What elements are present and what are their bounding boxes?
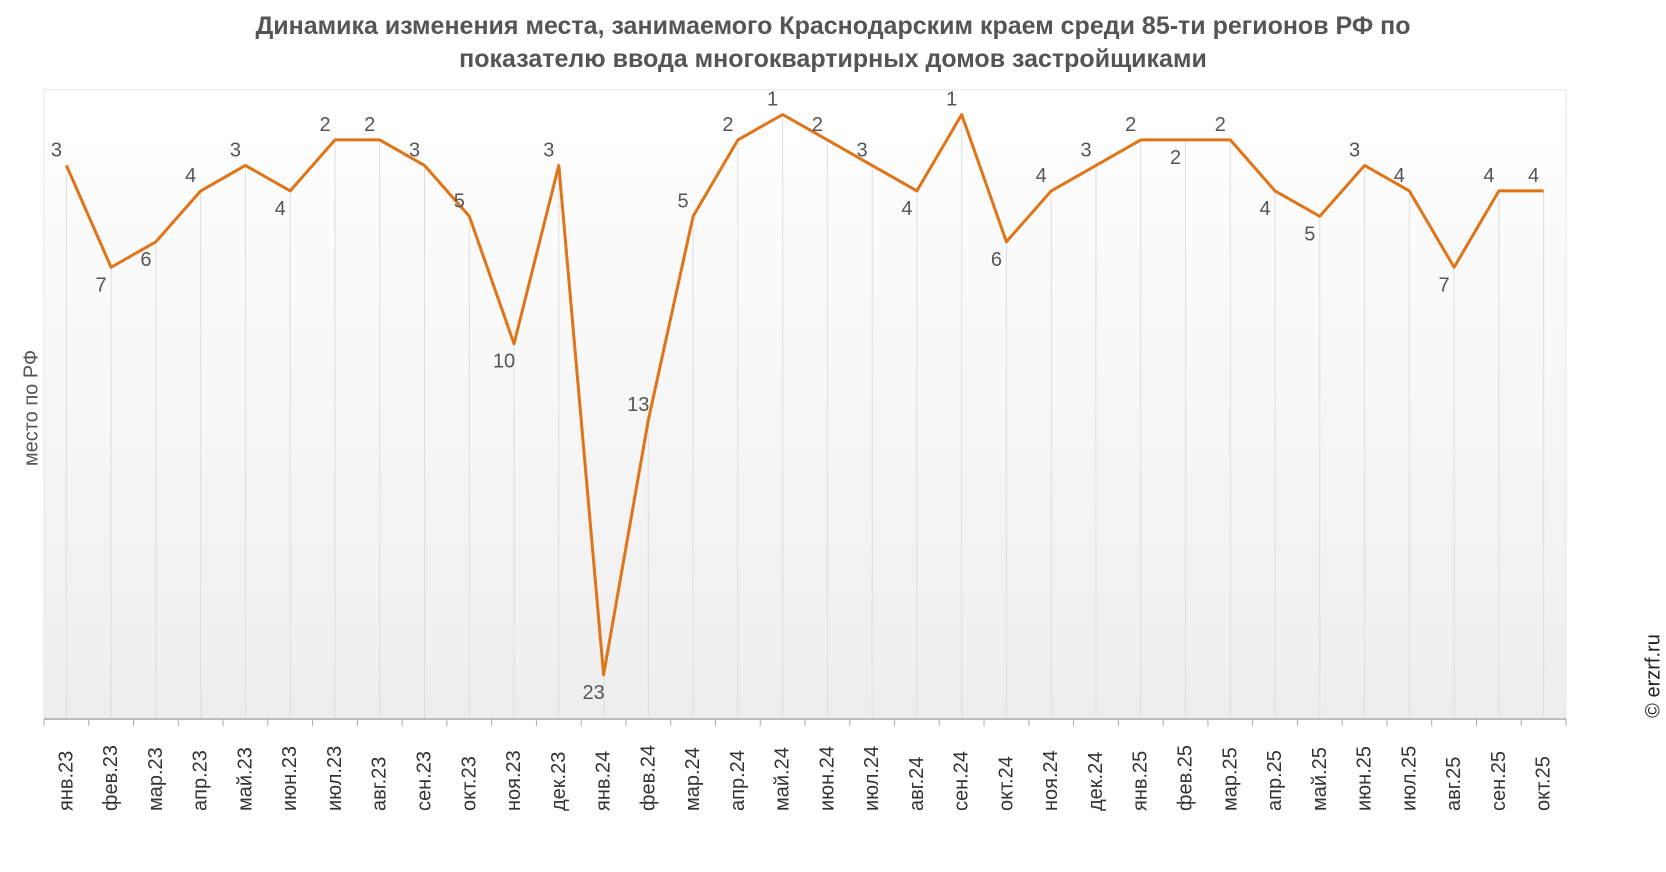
data-label: 10 (493, 351, 515, 373)
data-label: 7 (1439, 274, 1450, 296)
x-tick-label: фев.24 (637, 745, 659, 811)
x-tick-label: авг.25 (1443, 757, 1465, 811)
chart-title-line2: показателю ввода многоквартирных домов з… (459, 45, 1207, 73)
x-tick-label: июл.23 (324, 746, 346, 811)
data-label: 2 (722, 114, 733, 136)
x-tick-label: окт.24 (995, 756, 1017, 811)
data-label: 2 (1215, 114, 1226, 136)
x-tick-label: июн.25 (1354, 746, 1376, 811)
data-label: 4 (1259, 198, 1270, 220)
x-tick-label: май.24 (772, 747, 794, 811)
copyright-credit: © erzrf.ru (1642, 634, 1665, 718)
data-label: 5 (1304, 223, 1315, 245)
x-tick-label: дек.23 (548, 752, 570, 811)
data-label: 2 (1170, 147, 1181, 169)
data-label: 1 (946, 89, 957, 111)
x-tick-label: апр.25 (1264, 750, 1286, 811)
data-label: 6 (140, 249, 151, 271)
plot-area (43, 89, 1567, 720)
x-tick-label: сен.23 (414, 751, 436, 811)
data-label: 4 (901, 198, 912, 220)
data-label: 1 (767, 89, 778, 111)
x-tick-label: авг.24 (906, 757, 928, 811)
x-tick-label: дек.24 (1085, 752, 1107, 811)
chart-title: Динамика изменения места, занимаемого Кр… (0, 10, 1666, 76)
data-label: 3 (230, 139, 241, 161)
x-axis-ticks (43, 719, 1567, 726)
data-label: 3 (857, 139, 868, 161)
data-label: 2 (812, 114, 823, 136)
data-label: 6 (991, 249, 1002, 271)
x-tick-label: ноя.23 (503, 750, 525, 811)
gridlines (65, 114, 1545, 719)
x-tick-label: окт.23 (458, 756, 480, 811)
x-tick-label: янв.23 (55, 751, 77, 811)
x-tick-label: май.25 (1309, 747, 1331, 811)
x-tick-label: авг.23 (369, 757, 391, 811)
data-label: 7 (96, 274, 107, 296)
data-label: 2 (1125, 114, 1136, 136)
x-tick-label: июл.24 (861, 746, 883, 811)
x-tick-label: янв.24 (593, 751, 615, 811)
x-tick-label: мар.25 (1219, 747, 1241, 811)
x-tick-label: июн.23 (279, 746, 301, 811)
data-label: 3 (51, 139, 62, 161)
data-label: 13 (627, 394, 649, 416)
data-label: 5 (678, 190, 689, 212)
x-tick-label: сен.24 (951, 751, 973, 811)
x-tick-label: мар.24 (682, 747, 704, 811)
chart-title-line1: Динамика изменения места, занимаемого Кр… (255, 12, 1411, 40)
x-tick-label: ноя.24 (1040, 750, 1062, 811)
x-tick-label: июл.25 (1398, 746, 1420, 811)
data-label: 2 (364, 114, 375, 136)
data-label: 3 (1080, 139, 1091, 161)
data-label: 4 (1483, 165, 1494, 187)
x-tick-label: сен.25 (1488, 751, 1510, 811)
data-label: 4 (1394, 165, 1405, 187)
x-axis-labels: янв.23 фев.23 мар.23 апр.23 май.23 июн.23 июл.… (55, 745, 1554, 811)
data-label: 23 (582, 682, 604, 704)
x-tick-label: янв.25 (1130, 751, 1152, 811)
x-tick-label: окт.25 (1533, 756, 1555, 811)
data-label: 3 (543, 139, 554, 161)
x-tick-label: мар.23 (145, 747, 167, 811)
x-tick-label: фев.25 (1175, 745, 1197, 811)
data-label: 4 (185, 165, 196, 187)
x-tick-label: июн.24 (816, 746, 838, 811)
x-tick-label: фев.23 (100, 745, 122, 811)
series-line (65, 113, 1544, 677)
data-label: 4 (275, 198, 286, 220)
data-label: 4 (1036, 165, 1047, 187)
x-tick-label: апр.24 (727, 750, 749, 811)
data-label: 3 (1349, 139, 1360, 161)
data-label: 2 (319, 114, 330, 136)
x-tick-label: апр.23 (190, 750, 212, 811)
data-label: 4 (1528, 165, 1539, 187)
data-label: 5 (454, 190, 465, 212)
x-tick-label: май.23 (234, 747, 256, 811)
data-label: 3 (409, 139, 420, 161)
y-axis-label: место по РФ (20, 349, 43, 467)
